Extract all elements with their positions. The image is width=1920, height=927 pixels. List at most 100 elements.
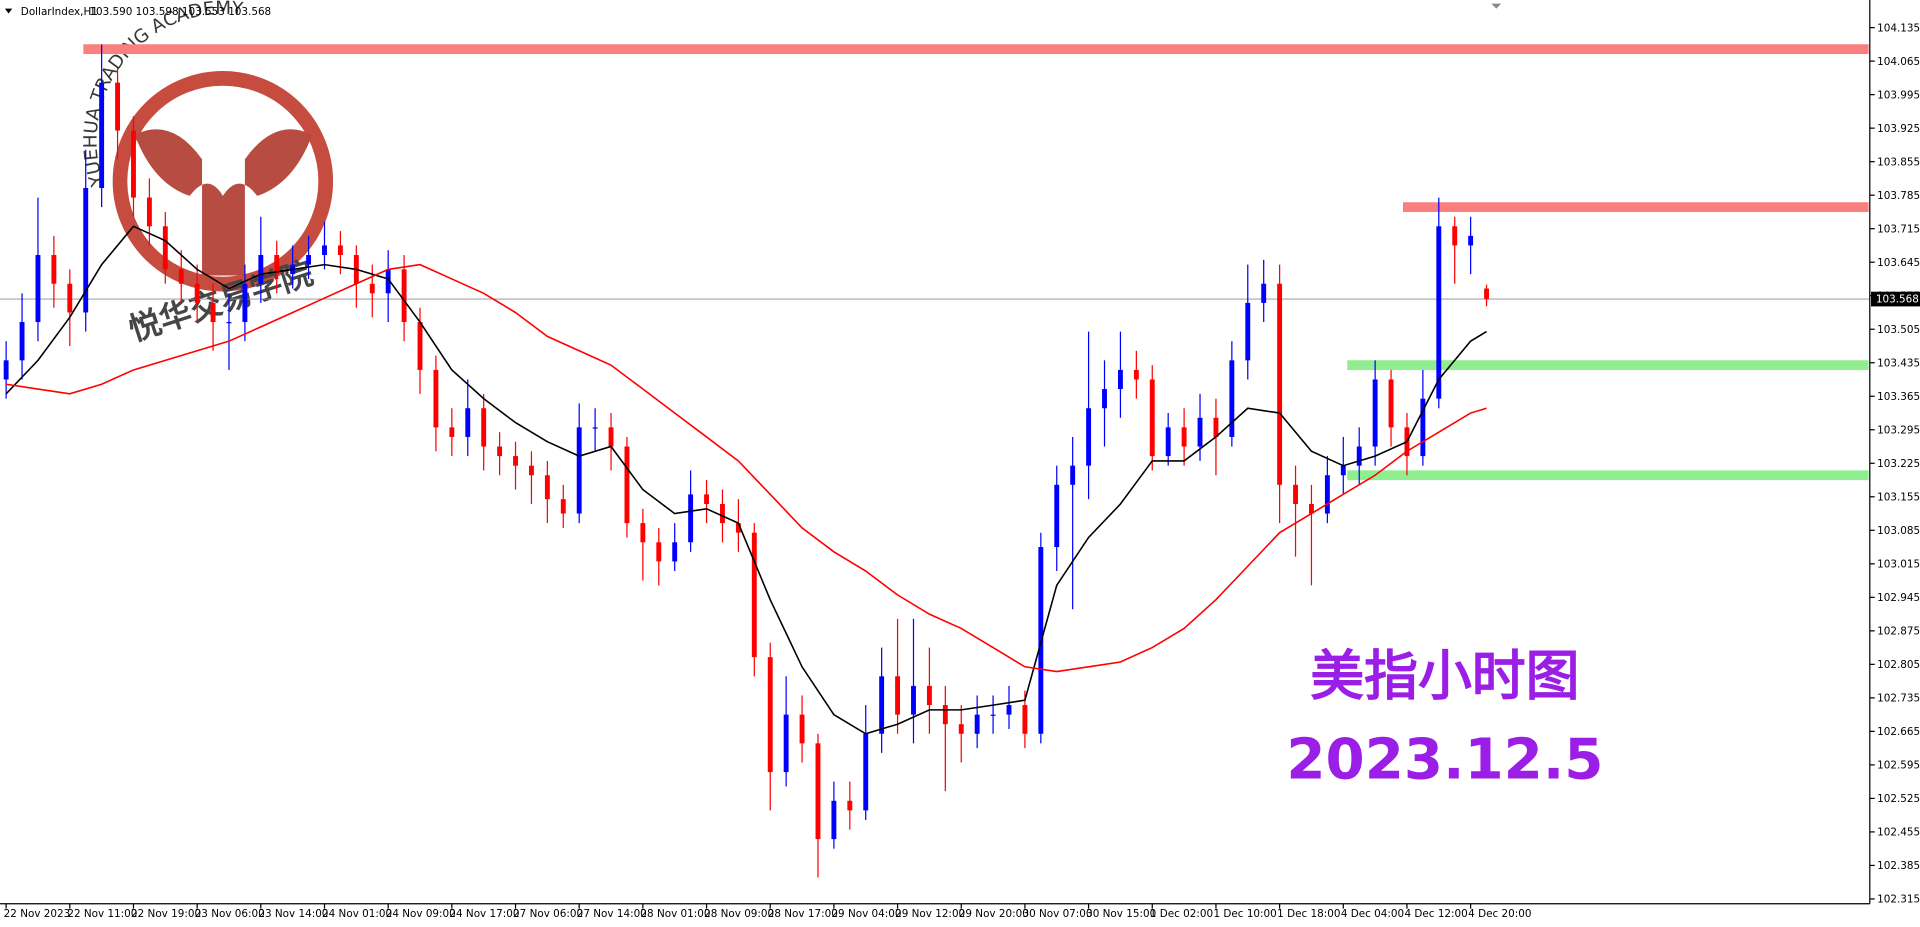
candle-body (465, 408, 471, 437)
candle-body (1277, 283, 1283, 485)
candle-body (1117, 369, 1123, 390)
candle-body (83, 187, 89, 313)
candle-body (35, 255, 41, 323)
x-tick-label: 22 Nov 2023 (4, 908, 71, 920)
candle-body (449, 427, 455, 437)
candle-body (783, 714, 789, 773)
candle-body (942, 705, 948, 725)
y-tick-label: 103.085 (1877, 525, 1920, 537)
menu-arrow[interactable] (4, 8, 13, 14)
candle-body (592, 427, 598, 429)
x-tick-label: 1 Dec 18:00 (1277, 908, 1340, 920)
candle-body (178, 269, 184, 284)
candle-body (401, 269, 407, 323)
candle-body (1245, 302, 1251, 361)
candle-body (162, 226, 168, 270)
candle-body (926, 685, 932, 706)
y-tick-label: 103.505 (1877, 324, 1920, 336)
candle-body (815, 743, 821, 840)
candle-body (990, 714, 996, 716)
y-tick-label: 103.015 (1877, 558, 1920, 570)
plot (0, 44, 1870, 878)
y-tick-label: 102.455 (1877, 827, 1920, 839)
candle-body (194, 283, 200, 303)
candle-body (1356, 446, 1362, 466)
candle-body (1070, 465, 1076, 485)
level-zone (1347, 470, 1869, 481)
candle-body (1261, 283, 1267, 303)
x-tick-label: 4 Dec 04:00 (1341, 908, 1404, 920)
candle-body (735, 523, 741, 533)
y-tick-label: 102.945 (1877, 592, 1920, 604)
candle-body (1372, 379, 1378, 447)
candle-body (720, 503, 725, 524)
candle-body (1436, 226, 1442, 399)
candle-body (1229, 360, 1235, 437)
candle-body (640, 523, 646, 543)
candle-body (974, 714, 980, 734)
y-tick-label: 102.665 (1877, 726, 1920, 738)
candle-body (1420, 398, 1426, 457)
shift-marker (1491, 3, 1502, 9)
candle-body (1181, 427, 1187, 447)
candle-body (1022, 705, 1028, 734)
x-tick-label: 30 Nov 07:00 (1022, 908, 1092, 920)
x-tick-label: 29 Nov 20:00 (959, 908, 1029, 920)
candle-body (322, 245, 327, 256)
x-tick-label: 27 Nov 06:00 (513, 908, 583, 920)
candle-body (751, 532, 757, 658)
candle-body (895, 676, 901, 715)
x-tick-label: 29 Nov 12:00 (895, 908, 965, 920)
candle-body (656, 542, 662, 562)
y-tick-label: 103.295 (1877, 424, 1920, 436)
y-tick-label: 103.435 (1877, 357, 1920, 369)
level-zone (1402, 202, 1869, 213)
moving-average (5, 225, 1487, 735)
candle-body (513, 456, 518, 466)
x-tick-label: 22 Nov 19:00 (131, 908, 201, 920)
candle-body (1133, 369, 1139, 380)
y-tick-label: 103.855 (1877, 156, 1920, 168)
y-tick-label: 103.225 (1877, 458, 1920, 470)
level-zone (1347, 360, 1869, 371)
candle-body (1388, 379, 1394, 428)
y-tick-label: 103.365 (1877, 391, 1920, 403)
candle-body (863, 733, 869, 811)
candle-body (1149, 379, 1155, 457)
y-tick-label: 104.065 (1877, 56, 1920, 68)
candle-body (1006, 705, 1012, 715)
y-tick-label: 102.595 (1877, 760, 1920, 772)
candle-body (258, 255, 264, 284)
candle-body (146, 197, 152, 227)
x-tick-label: 24 Nov 09:00 (386, 908, 456, 920)
candle-body (1213, 417, 1219, 437)
candle-body (688, 494, 694, 543)
candle-body (831, 800, 837, 840)
last-price-label: 103.568 (1876, 294, 1919, 306)
candle-body (19, 322, 25, 361)
candle-body (1309, 503, 1314, 514)
x-tick-label: 4 Dec 20:00 (1468, 908, 1531, 920)
candle-body (385, 269, 391, 294)
candle-body (51, 255, 57, 284)
candle-body (1102, 389, 1107, 409)
candle-body (1293, 484, 1298, 504)
moving-average (6, 263, 1487, 673)
symbol: DollarIndex,H1 (21, 6, 98, 18)
level-zone (83, 44, 1869, 55)
y-tick-label: 103.785 (1877, 190, 1920, 202)
x-tick-label: 1 Dec 02:00 (1150, 908, 1213, 920)
candle-body (99, 82, 105, 188)
candle-body (1340, 465, 1346, 476)
candle-body (67, 283, 73, 313)
candle-body (433, 369, 439, 428)
candle-body (1484, 288, 1490, 300)
candle-body (624, 446, 630, 524)
x-tick-label: 28 Nov 09:00 (704, 908, 774, 920)
candle-body (1054, 484, 1060, 548)
y-tick-label: 102.875 (1877, 626, 1920, 638)
candle-body (497, 446, 503, 457)
candle-body (1165, 427, 1171, 457)
